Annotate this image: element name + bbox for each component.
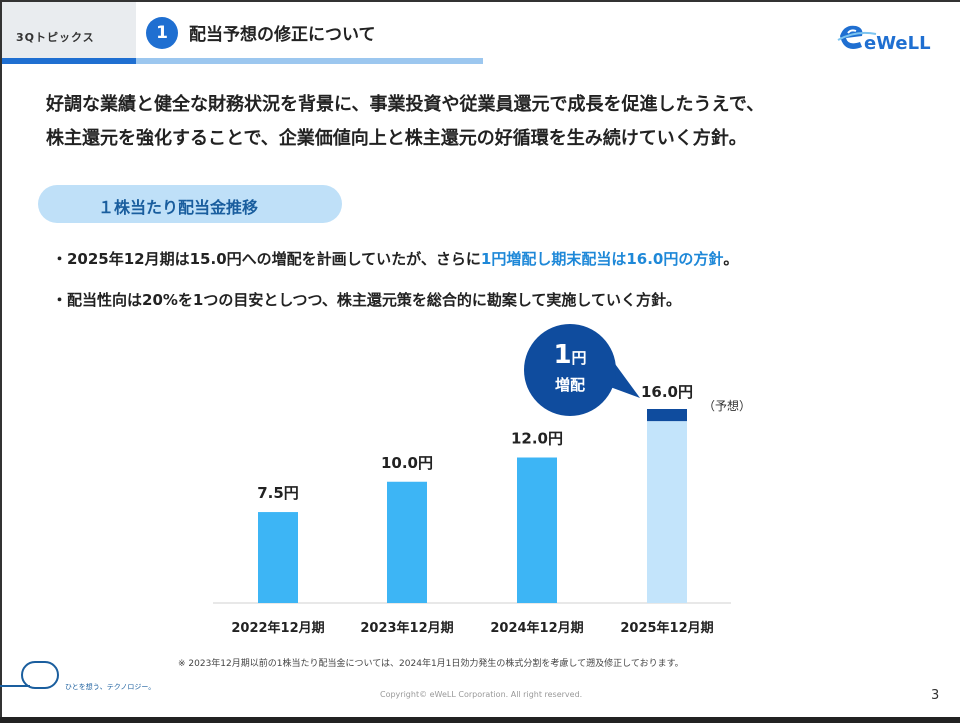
bar-2024年12月期 [517, 457, 557, 603]
footnote: ※ 2023年12月期以前の1株当たり配当金については、2024年1月1日効力発… [178, 659, 684, 669]
topic-tab: 3Qトピックス [2, 2, 136, 64]
x-tick-label: 2025年12月期 [620, 620, 713, 636]
x-tick-label: 2022年12月期 [231, 620, 324, 636]
section-number-badge: 1 [146, 17, 178, 49]
bullet-1-suffix: 。 [723, 250, 739, 268]
bullet-2: ・配当性向は20%を1つの目安としつつ、株主還元策を総合的に勘案して実施していく… [52, 291, 681, 309]
bar-2022年12月期 [258, 512, 298, 603]
topic-tab-label: 3Qトピックス [16, 31, 95, 44]
forecast-note: （予想） [703, 398, 751, 413]
callout-number: 1 [553, 340, 571, 370]
bullet-1: ・2025年12月期は15.0円への増配を計画していたが、さらに1円増配し期末配… [52, 248, 738, 269]
tab-underline-light [136, 58, 483, 64]
bar-value-label: 7.5円 [257, 484, 299, 502]
dividend-heading-label: １株当たり配当金推移 [98, 198, 259, 217]
lead-line-1: 好調な業績と健全な財務状況を背景に、事業投資や従業員還元で成長を促進したうえで、 [46, 94, 765, 115]
x-tick-label: 2024年12月期 [490, 620, 583, 636]
tagline-mark [0, 661, 59, 689]
copyright: Copyright© eWeLL Corporation. All right … [380, 690, 583, 699]
callout-unit: 円 [572, 349, 587, 367]
callout-amount: 1円 [553, 340, 586, 370]
page-number: 3 [931, 688, 940, 703]
bullet-1-highlight: 1円増配し期末配当は16.0円の方針 [480, 250, 724, 268]
ewell-logo: eWeLL [837, 25, 931, 54]
bar-value-label: 10.0円 [381, 454, 433, 472]
bar-forecast-base-2025年12月期 [647, 421, 687, 603]
frame-top-border [0, 0, 960, 2]
bar-2023年12月期 [387, 481, 427, 603]
frame-left-border [0, 0, 2, 723]
section-title: 配当予想の修正について [189, 25, 376, 45]
tagline: ひとを想う、テクノロジー。 [65, 683, 156, 691]
callout-label: 増配 [555, 376, 585, 394]
callout-bubble [524, 324, 616, 416]
tab-underline-dark [2, 58, 136, 64]
bar-forecast-increase-2025年12月期 [647, 409, 687, 422]
dividend-heading-pill: １株当たり配当金推移 [38, 185, 342, 223]
x-tick-label: 2023年12月期 [360, 620, 453, 636]
bar-value-label: 12.0円 [511, 430, 563, 448]
logo-wordmark: eWeLL [864, 33, 931, 54]
frame-bottom-border [0, 717, 960, 723]
lead-paragraph: 好調な業績と健全な財務状況を背景に、事業投資や従業員還元で成長を促進したうえで、… [46, 88, 926, 156]
bar-value-label: 16.0円 [641, 383, 693, 401]
bullet-1-prefix: ・2025年12月期は15.0円への増配を計画していたが、さらに [52, 250, 481, 268]
lead-line-2: 株主還元を強化することで、企業価値向上と株主還元の好循環を生み続けていく方針。 [46, 128, 747, 149]
